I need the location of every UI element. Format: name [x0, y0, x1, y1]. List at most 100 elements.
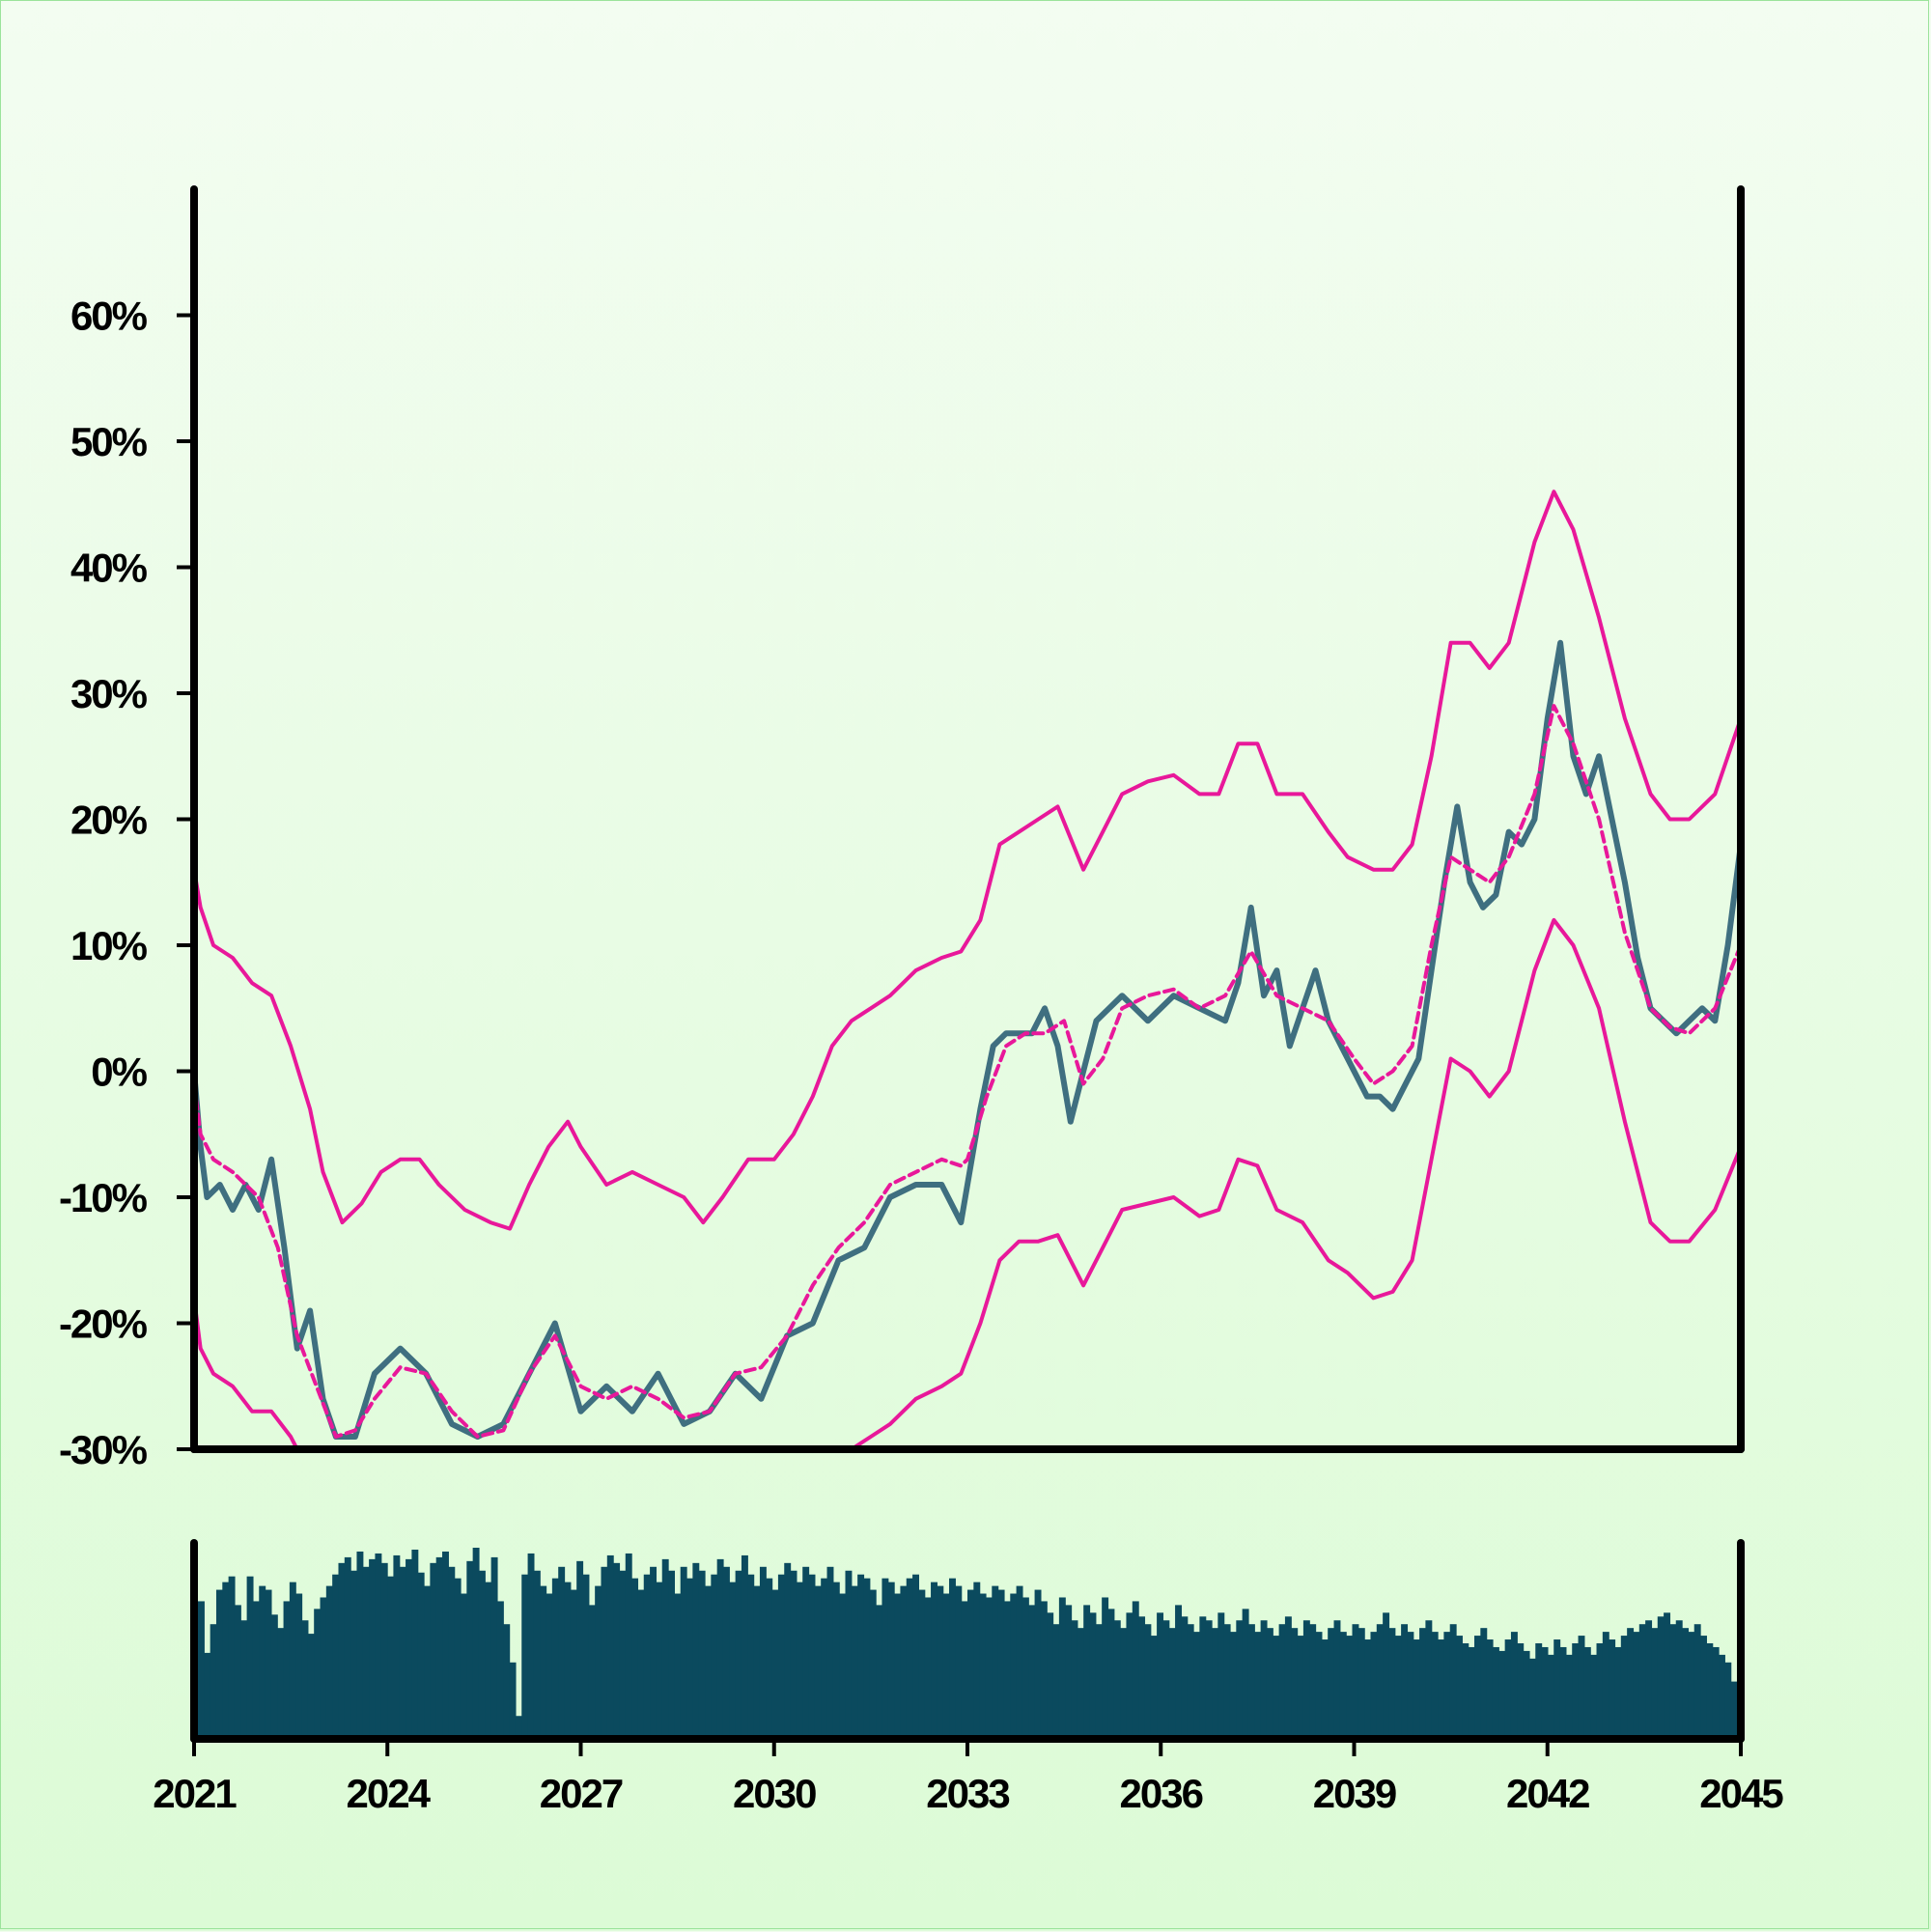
volume-bar: [863, 1578, 871, 1739]
volume-bar: [802, 1566, 810, 1739]
volume-bar: [1236, 1620, 1244, 1739]
volume-bar: [369, 1558, 377, 1739]
volume-bar: [967, 1589, 974, 1739]
volume-bar: [747, 1574, 755, 1739]
volume-bar: [380, 1562, 388, 1739]
volume-bar: [314, 1609, 322, 1739]
volume-bar: [1364, 1639, 1372, 1739]
volume-bar: [210, 1624, 217, 1739]
volume-bar: [698, 1570, 706, 1739]
volume-bar: [1339, 1632, 1347, 1739]
volume-bar: [1021, 1597, 1029, 1739]
volume-bar: [1388, 1628, 1396, 1739]
y-tick-label: 30%: [70, 671, 148, 716]
volume-bar: [1510, 1632, 1518, 1739]
volume-bar: [814, 1585, 822, 1739]
volume-bar: [406, 1558, 412, 1739]
volume-bar: [375, 1553, 382, 1739]
volume-bar: [521, 1574, 529, 1739]
volume-bar: [832, 1582, 840, 1739]
x-tick-label: 2021: [153, 1771, 237, 1816]
volume-bar: [1126, 1612, 1133, 1739]
volume-bar: [826, 1566, 834, 1739]
x-tick-label: 2024: [347, 1771, 432, 1816]
moving-average-line: [194, 704, 1741, 1439]
volume-bar: [1486, 1639, 1494, 1739]
volume-bar: [1217, 1612, 1225, 1739]
volume-bar: [1541, 1646, 1549, 1739]
volume-bar: [344, 1556, 351, 1739]
y-axis-ticks: -30% -20% -10% 0% 10% 20% 30% 40% 50% 60%: [59, 294, 194, 1472]
volume-bar: [1688, 1632, 1695, 1739]
volume-bar: [1572, 1643, 1580, 1739]
volume-bar: [509, 1662, 517, 1739]
volume-bar: [1419, 1628, 1427, 1739]
x-tick-label: 2036: [1120, 1771, 1203, 1816]
volume-bar: [1724, 1662, 1732, 1739]
volume-bar: [1302, 1620, 1310, 1739]
volume-bar: [1297, 1636, 1304, 1739]
volume-bar: [796, 1582, 803, 1739]
volume-bar: [845, 1570, 853, 1739]
volume-bar: [1682, 1628, 1689, 1739]
volume-bar: [656, 1582, 663, 1739]
volume-bar: [705, 1585, 712, 1739]
volume-bar: [1376, 1624, 1384, 1739]
volume-bar: [912, 1574, 919, 1739]
y-tick-label: 60%: [70, 294, 148, 339]
volume-bar: [283, 1601, 291, 1739]
volume-bar: [900, 1585, 908, 1739]
volume-bar: [661, 1558, 669, 1739]
volume-bar: [1664, 1612, 1671, 1739]
volume-bar: [1199, 1616, 1207, 1739]
volume-bar: [570, 1589, 577, 1739]
volume-bar: [771, 1589, 779, 1739]
volume-bar: [1596, 1643, 1604, 1739]
volume-bar: [576, 1560, 584, 1739]
volume-bar: [1333, 1620, 1341, 1739]
volume-bar: [1468, 1646, 1475, 1739]
volume-bar: [1058, 1597, 1066, 1739]
volume-bar: [460, 1593, 467, 1739]
volume-bar: [252, 1601, 260, 1739]
volume-bar: [1706, 1643, 1714, 1739]
volume-bar: [857, 1574, 865, 1739]
volume-bar: [442, 1551, 449, 1739]
volume-bar: [1620, 1636, 1628, 1739]
volume-bar: [435, 1556, 443, 1739]
volume-bar: [1383, 1612, 1390, 1739]
volume-bar: [1438, 1639, 1444, 1739]
volume-bar: [1328, 1628, 1335, 1739]
volume-bar: [1346, 1636, 1354, 1739]
volume-bar: [1651, 1628, 1659, 1739]
volume-bar: [1034, 1589, 1042, 1739]
x-tick-label: 2033: [926, 1771, 1009, 1816]
volume-bar: [485, 1582, 492, 1739]
x-tick-label: 2042: [1506, 1771, 1589, 1816]
volume-bar: [949, 1578, 956, 1739]
axes: [190, 185, 1745, 1743]
volume-bar: [625, 1553, 632, 1739]
volume-bar: [270, 1614, 278, 1739]
volume-bar: [1504, 1639, 1512, 1739]
volume-bar: [1065, 1605, 1073, 1739]
volume-bar: [1627, 1628, 1635, 1739]
volume-bar: [1229, 1632, 1237, 1739]
volume-bar: [821, 1578, 828, 1739]
y-tick-label: 10%: [70, 923, 148, 968]
volume-bar: [1138, 1616, 1146, 1739]
volume-bar: [643, 1574, 651, 1739]
volume-bar: [198, 1601, 205, 1739]
volume-bar: [387, 1576, 395, 1739]
volume-bar: [1578, 1636, 1585, 1739]
volume-bar: [540, 1585, 547, 1739]
volume-bar: [222, 1582, 230, 1739]
volume-bar: [1517, 1643, 1525, 1739]
volume-bar: [601, 1566, 608, 1739]
volume-bar: [588, 1605, 596, 1739]
volume-bar: [424, 1585, 431, 1739]
volume-bar: [1242, 1609, 1249, 1739]
volume-bar: [1480, 1628, 1488, 1739]
y-tick-label: 40%: [70, 546, 148, 591]
